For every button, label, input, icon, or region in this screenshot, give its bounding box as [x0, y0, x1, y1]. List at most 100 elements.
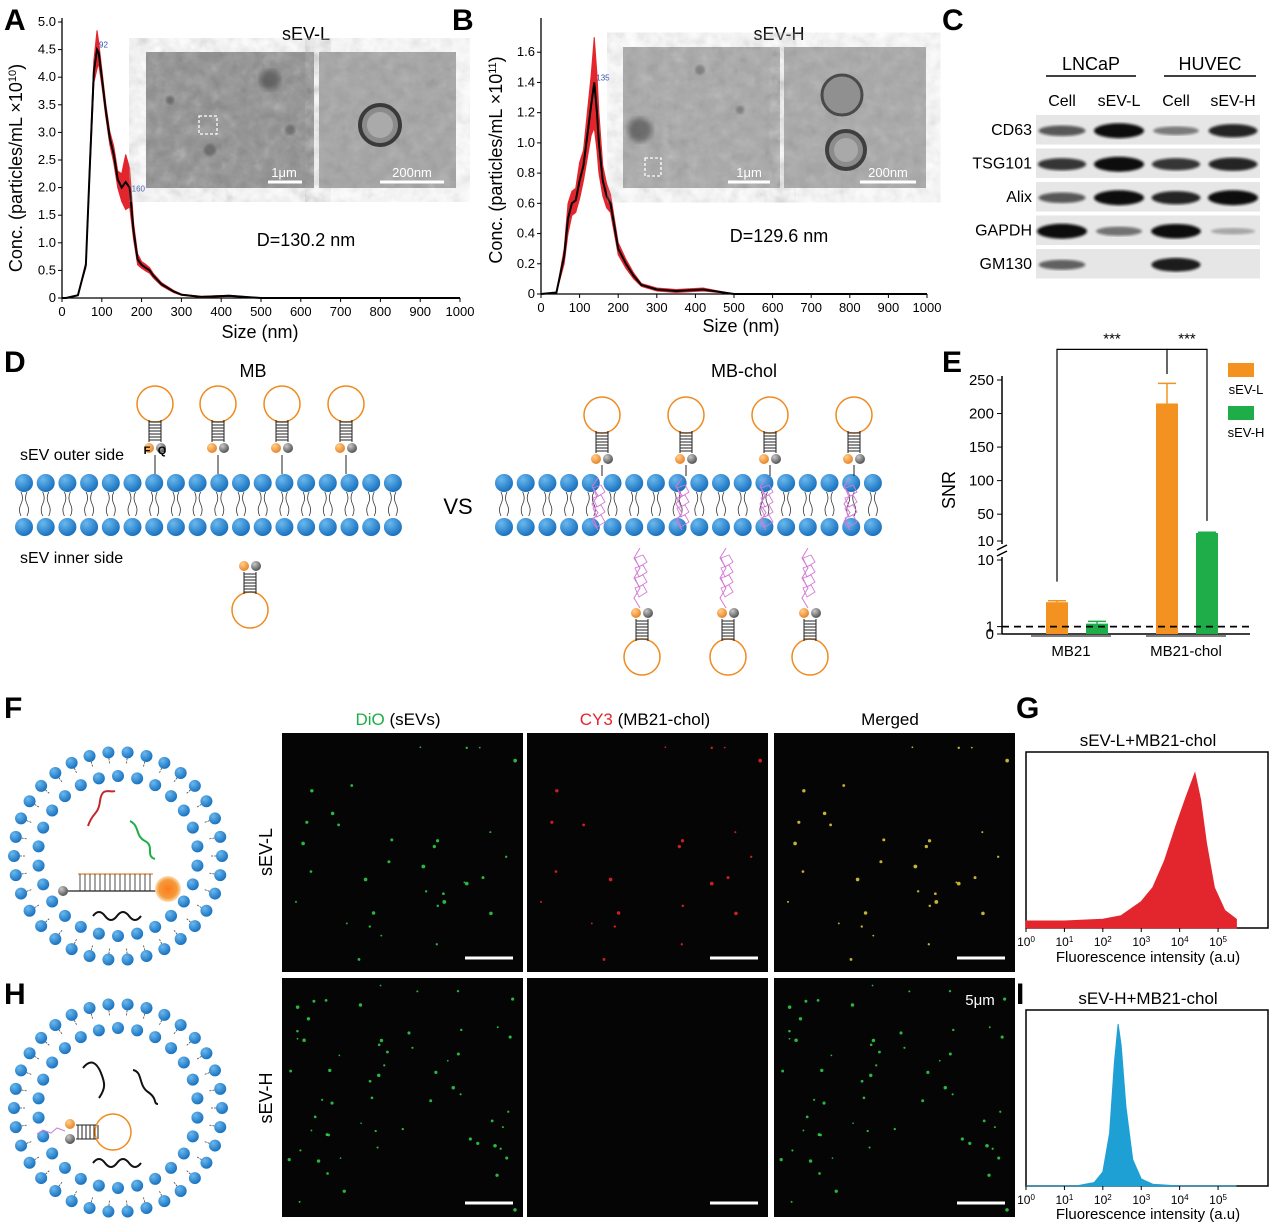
blot-band — [1037, 158, 1087, 171]
lipid-head — [297, 518, 316, 536]
fluorescent-spot — [325, 1133, 329, 1137]
fluorescent-spot — [726, 876, 730, 880]
beacon-loop — [667, 396, 705, 434]
lipid-head — [188, 474, 207, 492]
fluorescent-spot — [903, 1046, 906, 1049]
category-label: MB21 — [1051, 643, 1090, 660]
lipid-head — [340, 474, 359, 492]
inner-side-label: sEV inner side — [20, 550, 123, 567]
lipid-head — [102, 998, 115, 1011]
x-tick-label: 900 — [878, 300, 900, 315]
chol-ring — [802, 564, 816, 578]
y-tick-label: 150 — [969, 439, 994, 456]
protein-label: GM130 — [980, 256, 1033, 273]
fluorescent-spot — [339, 1157, 342, 1159]
lipid-tail — [366, 491, 371, 517]
fluorescent-spot — [852, 1122, 854, 1124]
fluorescent-spot — [860, 1079, 864, 1083]
fluorescent-spot — [927, 839, 932, 843]
lipid-head — [92, 1179, 105, 1192]
lipid-head — [362, 518, 381, 536]
lipid-head — [8, 850, 20, 862]
fluorescent-spot — [993, 1126, 996, 1129]
lipid-head — [208, 1064, 221, 1077]
x-tick-label: 102 — [1094, 935, 1112, 950]
chol-ring — [676, 484, 690, 498]
lipid-tail — [285, 491, 290, 517]
lipid-tail — [192, 491, 197, 517]
x-tick-label: 0 — [537, 300, 544, 315]
panel-a: A 0 100 200 300 400 500 600 700 800 900 1000 0 0.5 1.… — [4, 4, 474, 342]
fluorescent-spot — [313, 1115, 317, 1119]
lipid-head — [9, 869, 22, 882]
lipid-head — [191, 859, 204, 872]
blot-band — [1038, 259, 1086, 270]
fluorescent-spot — [798, 1017, 803, 1021]
fluorescent-spot — [875, 1064, 878, 1067]
lipid-head — [755, 474, 774, 492]
bar-sev-l — [1156, 403, 1178, 634]
fluorescent-spot — [582, 823, 586, 827]
beacon-loop — [751, 396, 789, 434]
lipid-head — [733, 518, 752, 536]
lipid-head — [538, 518, 557, 536]
fluorescent-spot — [787, 1005, 792, 1009]
chol-ring — [844, 504, 858, 518]
tem-image-wide-a: 1μm — [146, 52, 314, 188]
chol-ring — [844, 514, 858, 528]
lipid-head — [646, 518, 665, 536]
histogram-title-g: sEV-L+MB21-chol — [1080, 731, 1217, 750]
fluorescent-spot — [296, 1029, 299, 1033]
lipid-head — [83, 1001, 96, 1014]
lipid-tail — [388, 491, 392, 517]
y-tick-label: 2.0 — [38, 180, 56, 195]
x-tick-label: 1000 — [446, 304, 475, 319]
lipid-head — [58, 1161, 71, 1174]
y-axis-label: SNR — [939, 471, 959, 509]
lipid-head — [74, 1172, 87, 1185]
outer-side-label: sEV outer side — [20, 447, 124, 464]
chol-chain — [759, 477, 767, 531]
significance-bracket — [1167, 348, 1208, 521]
lipid-head — [140, 1001, 153, 1014]
fluorescent-spot — [1003, 997, 1007, 1001]
mean-line — [540, 82, 927, 295]
lipid-tail — [694, 491, 699, 517]
fluorescent-spot — [862, 1096, 866, 1100]
fluorescent-spot — [849, 958, 853, 961]
quencher — [729, 608, 739, 618]
fluorescent-spot — [913, 864, 918, 869]
fluorescent-spot — [866, 1129, 869, 1133]
fluorescent-spot — [508, 1035, 512, 1039]
lipid-tail — [62, 491, 67, 517]
lipid-tail — [700, 491, 705, 517]
y-tick-label: 10 — [977, 533, 994, 550]
x-axis-label-i: Fluorescence intensity (a.u) — [1056, 1206, 1240, 1223]
fluorescent-spot — [554, 870, 558, 873]
fluorescent-spot — [429, 1099, 433, 1103]
fluorescent-spot — [499, 1147, 502, 1150]
molecular-beacon — [327, 385, 365, 453]
lipid-head — [149, 1172, 162, 1185]
fluorophore — [843, 454, 853, 464]
fluorescent-spot — [481, 876, 485, 880]
x-tick-label: 200 — [607, 300, 629, 315]
nta-chart-a: 0 100 200 300 400 500 600 700 800 900 1000 0 0.5 1.0 1… — [38, 14, 475, 319]
blot-band — [1095, 226, 1143, 236]
fluorescent-spot — [788, 1037, 791, 1040]
fluorescent-spot — [952, 1028, 955, 1032]
fluorescent-spot — [997, 1156, 1001, 1160]
fluorescent-spot — [385, 1050, 389, 1054]
lipid-tail — [344, 491, 349, 517]
chol-ring — [634, 574, 648, 588]
micrograph-sev-h-merged — [774, 978, 1015, 1217]
legend-swatch-sev-l — [1228, 363, 1254, 377]
lipid-head — [188, 1172, 201, 1185]
cholesterol-anchor — [843, 477, 858, 531]
lipid-tail — [526, 491, 531, 517]
lipid-head — [158, 756, 171, 769]
lipid-tail — [127, 491, 132, 517]
fluorescent-spot — [295, 1005, 300, 1009]
lipid-tail — [15, 1124, 28, 1128]
fluorescent-spot — [459, 1093, 462, 1096]
